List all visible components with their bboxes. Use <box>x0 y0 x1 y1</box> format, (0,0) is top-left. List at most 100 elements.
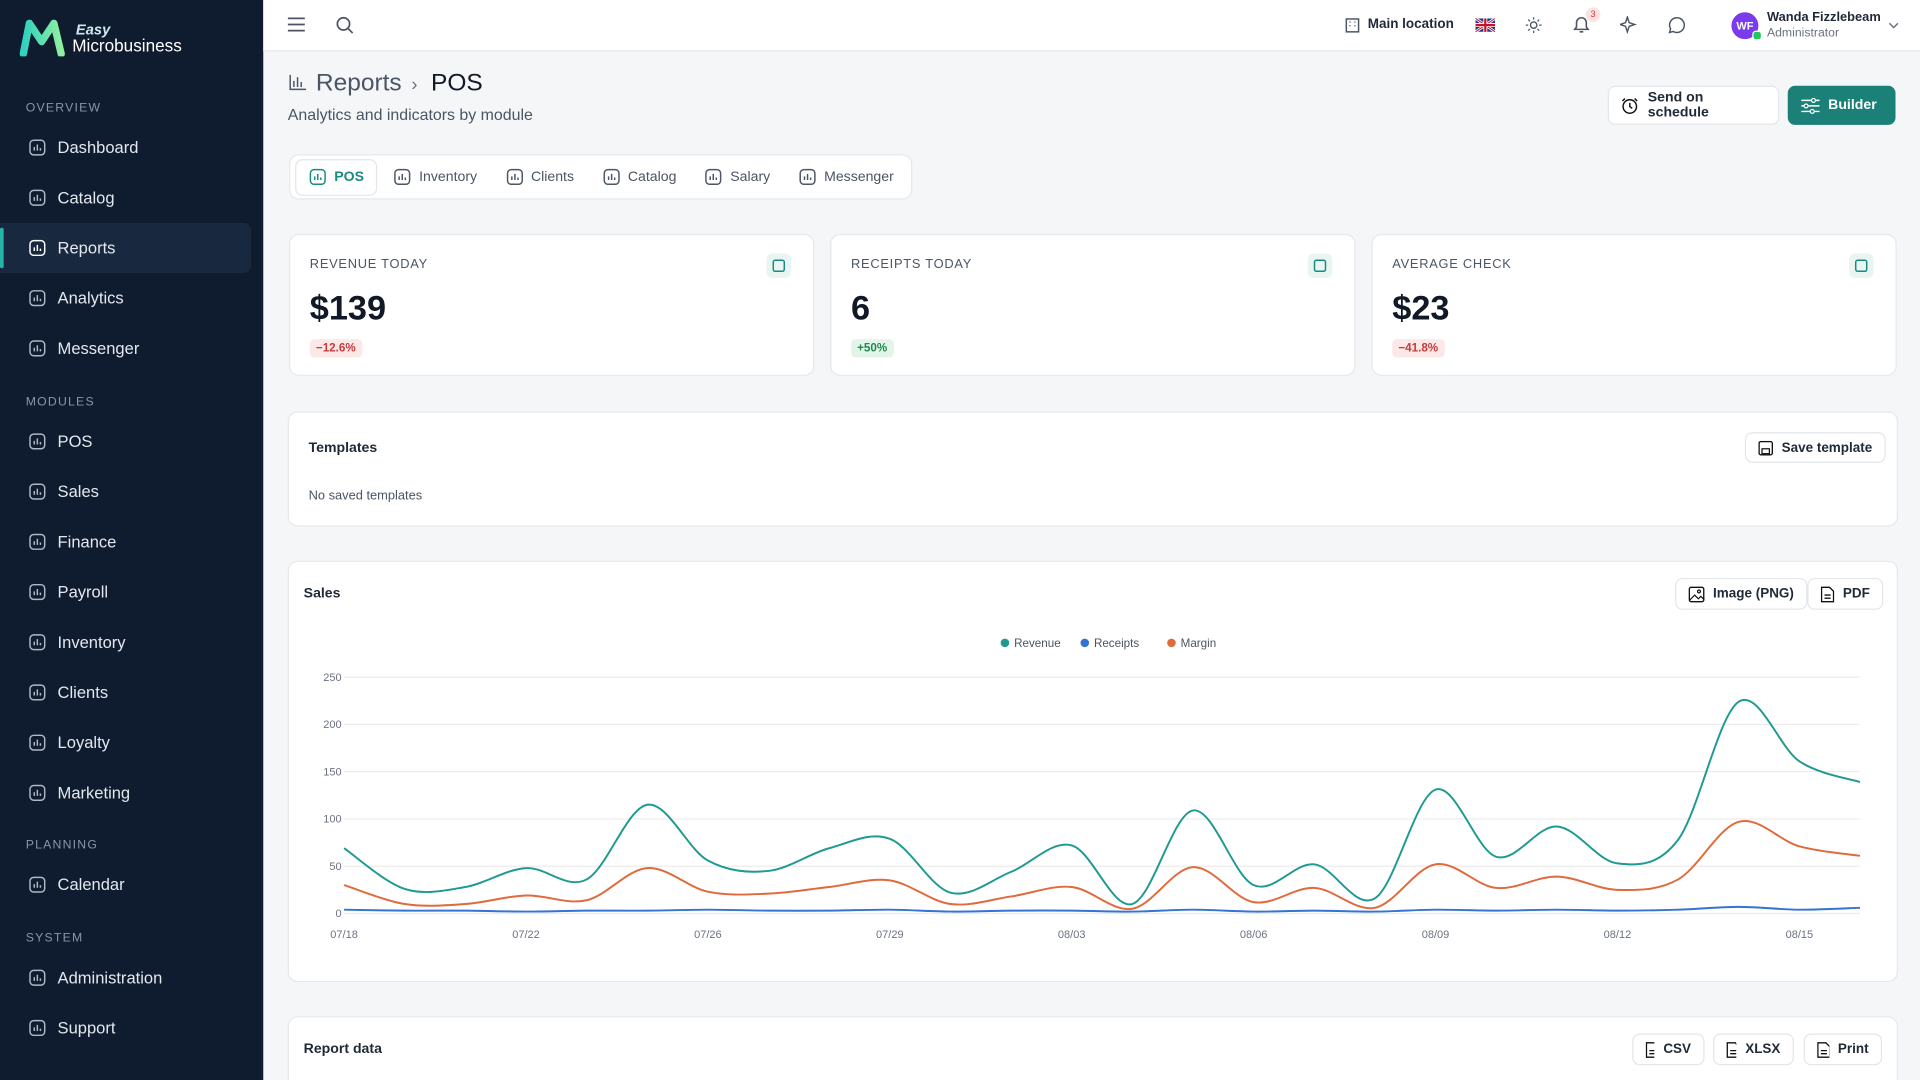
nav-section: SYSTEM <box>25 931 84 945</box>
tab[interactable]: Catalog <box>590 160 689 194</box>
report-export-button[interactable]: CSV <box>1632 1033 1705 1066</box>
report-title: Report data <box>303 1042 382 1057</box>
nav-item[interactable]: Calendar <box>0 860 251 910</box>
nav-item[interactable]: Finance <box>0 516 251 566</box>
notification-badge: 3 <box>1585 7 1601 23</box>
tab[interactable]: Clients <box>493 160 586 194</box>
tab[interactable]: Inventory <box>381 160 489 194</box>
flag[interactable] <box>1475 18 1496 32</box>
sidebar: Easy Microbusiness OVERVIEW Dashboard Cata… <box>0 0 264 1080</box>
series-line <box>344 905 1861 913</box>
icon <box>28 968 57 986</box>
nav-label: Payroll <box>57 582 109 601</box>
icon <box>705 168 723 186</box>
tab-label: Catalog <box>627 169 677 185</box>
icon <box>28 432 57 450</box>
chart-title: Sales <box>303 586 341 602</box>
tab[interactable]: Salary <box>692 160 782 194</box>
breadcrumb-current: POS <box>431 69 483 97</box>
y-tick-label: 150 <box>323 766 341 778</box>
send-schedule-button[interactable]: Send on schedule <box>1607 85 1780 125</box>
nav-section: OVERVIEW <box>25 101 102 116</box>
nav-label: Sales <box>57 481 99 501</box>
bell-icon[interactable] <box>1572 15 1590 35</box>
ai-icon[interactable] <box>1620 15 1638 35</box>
report-export-label: XLSX <box>1745 1042 1781 1057</box>
nav-item[interactable]: Administration <box>0 952 251 1002</box>
kpi-card: REVENUE TODAY $139 −12.6% <box>288 233 815 376</box>
page-subtitle: Analytics and indicators by module <box>287 105 533 124</box>
tab[interactable]: POS <box>295 158 378 196</box>
report-export-button[interactable]: Print <box>1803 1033 1883 1066</box>
export-png-button[interactable]: Image (PNG) <box>1675 577 1808 610</box>
x-tick-label: 08/03 <box>1058 929 1086 941</box>
nav-label: Reports <box>57 238 116 258</box>
nav-item[interactable]: Loyalty <box>0 717 251 767</box>
save-template-label: Save template <box>1781 440 1873 455</box>
tabs: POS Inventory Clients Catalog Salary Messenge… <box>288 154 913 200</box>
location[interactable]: Main location <box>1367 17 1454 32</box>
nav-item[interactable]: Catalog <box>0 173 251 223</box>
kpi-value: 6 <box>851 288 871 327</box>
export-png-label: Image (PNG) <box>1713 586 1794 602</box>
tab-label: Messenger <box>824 169 894 185</box>
icon <box>28 289 57 307</box>
report-export-button[interactable]: XLSX <box>1713 1033 1794 1066</box>
builder-button[interactable]: Builder <box>1787 85 1896 125</box>
nav-item[interactable]: Dashboard <box>0 122 251 172</box>
status-dot <box>1752 30 1763 41</box>
legend-marker <box>1167 638 1176 648</box>
nav-item[interactable]: Sales <box>0 466 251 516</box>
brand-easy: Easy <box>75 20 111 38</box>
tab[interactable]: Messenger <box>786 160 906 194</box>
nav-label: Analytics <box>57 288 124 308</box>
nav-item[interactable]: Reports <box>0 222 252 274</box>
legend-label: Revenue <box>1014 637 1061 650</box>
chat-icon[interactable] <box>1668 16 1686 34</box>
x-tick-label: 08/06 <box>1240 929 1268 941</box>
nav-label: Administration <box>57 967 163 987</box>
breadcrumb-separator: › <box>411 74 418 96</box>
nav-label: Clients <box>57 682 109 702</box>
nav-item[interactable]: Support <box>0 1002 251 1052</box>
nav-label: Support <box>57 1018 116 1037</box>
nav-item[interactable]: Inventory <box>0 617 251 667</box>
nav-item[interactable]: Analytics <box>0 273 251 323</box>
user-caret[interactable] <box>1888 22 1899 29</box>
nav-label: Dashboard <box>57 138 139 157</box>
save-template-button[interactable]: Save template <box>1744 432 1886 463</box>
kpi-value: $139 <box>309 288 387 327</box>
nav-item[interactable]: POS <box>0 416 251 466</box>
icon <box>602 168 620 186</box>
nav-item[interactable]: Messenger <box>0 323 251 373</box>
icon <box>309 168 327 186</box>
icon <box>28 532 57 550</box>
icon <box>28 783 57 801</box>
icon <box>28 582 57 600</box>
theme-icon[interactable] <box>1525 17 1542 34</box>
x-tick-label: 07/18 <box>330 929 358 941</box>
nav-label: Messenger <box>57 339 140 358</box>
tab-label: Salary <box>730 169 771 185</box>
x-tick-label: 07/22 <box>512 929 540 941</box>
search-icon[interactable] <box>336 16 354 34</box>
breadcrumb-parent[interactable]: Reports <box>315 69 402 97</box>
report-card: Report data CSV XLSX Print <box>287 1016 1898 1080</box>
brand-name: Microbusiness <box>72 35 182 56</box>
export-pdf-button[interactable]: PDF <box>1807 577 1884 610</box>
y-tick-label: 200 <box>323 719 341 731</box>
logo <box>19 19 65 57</box>
y-tick-label: 50 <box>329 861 341 873</box>
send-schedule-label: Send on schedule <box>1647 90 1709 121</box>
user-role: Administrator <box>1766 26 1840 41</box>
menu-icon[interactable] <box>287 17 305 32</box>
nav-item[interactable]: Marketing <box>0 767 251 817</box>
export-pdf-label: PDF <box>1842 586 1870 602</box>
nav-item[interactable]: Clients <box>0 667 251 717</box>
icon <box>28 733 57 751</box>
icon <box>505 168 523 186</box>
icon <box>28 138 57 156</box>
nav-item[interactable]: Payroll <box>0 566 251 616</box>
